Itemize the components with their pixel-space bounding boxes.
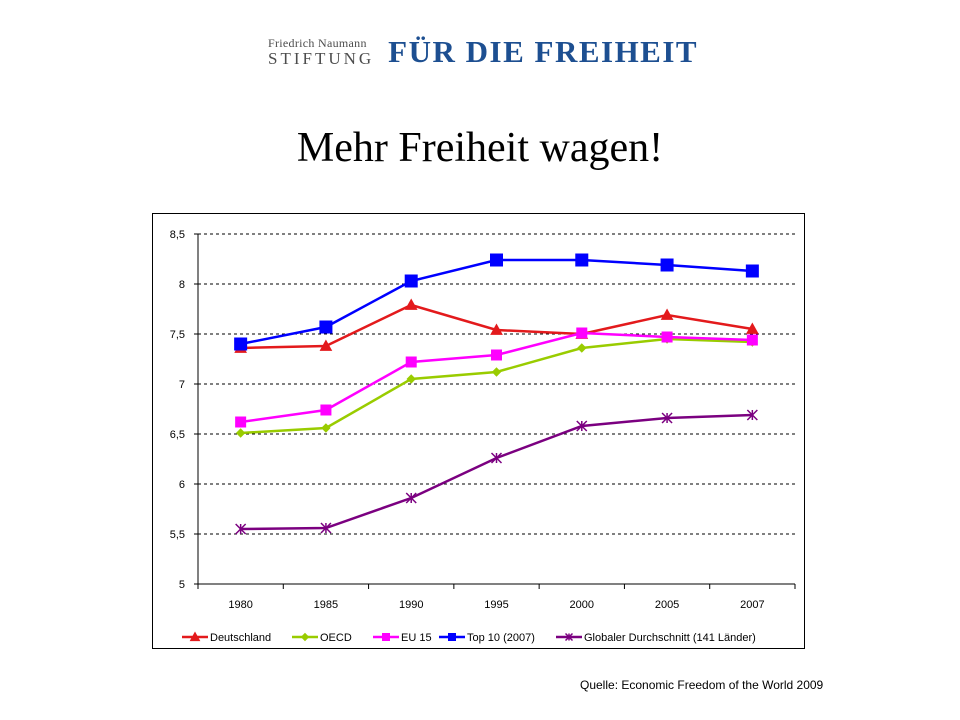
data-point xyxy=(490,323,503,335)
x-tick-label: 1995 xyxy=(484,599,508,611)
y-tick-label: 6 xyxy=(179,479,185,491)
legend-label: Top 10 (2007) xyxy=(467,632,535,644)
legend-label: Globaler Durchschnitt (141 Länder) xyxy=(584,632,756,644)
data-point xyxy=(661,412,673,424)
logo-line2: STIFTUNG xyxy=(268,48,375,68)
data-point xyxy=(491,367,502,377)
data-point xyxy=(320,404,332,416)
data-point xyxy=(321,423,331,433)
x-tick-label: 1980 xyxy=(228,599,252,611)
data-point xyxy=(661,331,673,343)
y-tick-label: 7,5 xyxy=(170,329,185,341)
data-point xyxy=(746,409,758,421)
series-line xyxy=(240,413,753,531)
y-tick-label: 5 xyxy=(179,579,185,591)
data-point xyxy=(235,428,246,438)
data-point xyxy=(575,253,589,267)
logo-org-name: Friedrich Naumann STIFTUNG xyxy=(268,35,375,68)
data-point xyxy=(490,452,503,464)
logo-line1: Friedrich Naumann xyxy=(268,35,367,50)
chart-frame xyxy=(152,213,805,649)
data-point xyxy=(406,374,416,384)
y-tick-label: 7 xyxy=(179,379,185,391)
data-point xyxy=(746,322,759,334)
data-point xyxy=(320,522,332,534)
x-tick-label: 1985 xyxy=(314,599,338,611)
logo: Friedrich Naumann STIFTUNG FÜR DIE FREIH… xyxy=(268,34,698,70)
legend-label: EU 15 xyxy=(401,632,432,644)
legend-label: OECD xyxy=(320,632,352,644)
x-tick-label: 1990 xyxy=(399,599,423,611)
x-tick-label: 2000 xyxy=(570,599,594,611)
x-tick-label: 2007 xyxy=(740,599,764,611)
data-point xyxy=(234,337,248,351)
data-point xyxy=(404,274,418,288)
x-tick-label: 2005 xyxy=(655,599,679,611)
data-point xyxy=(490,253,503,267)
y-tick-label: 6,5 xyxy=(170,429,185,441)
data-point xyxy=(660,258,674,272)
legend-label: Deutschland xyxy=(210,632,271,644)
y-tick-label: 8 xyxy=(179,279,185,291)
line-chart: 5 5,5 6 6,5 7 7,5 8 8,5 1980 1985 1990 1995 2000 2005… xyxy=(170,229,796,644)
data-point xyxy=(448,633,456,641)
slide-title: Mehr Freiheit wagen! xyxy=(296,125,664,171)
y-tick-label: 8,5 xyxy=(170,229,185,241)
source-note: Quelle: Economic Freedom of the World 20… xyxy=(580,678,824,692)
logo-slogan: FÜR DIE FREIHEIT xyxy=(388,34,699,69)
data-point xyxy=(660,308,674,320)
data-point xyxy=(235,523,247,535)
data-point xyxy=(491,349,502,361)
data-point xyxy=(189,631,201,642)
data-point xyxy=(319,320,333,334)
data-point xyxy=(746,334,758,346)
data-point xyxy=(405,492,417,504)
data-point xyxy=(319,339,333,351)
data-point xyxy=(382,633,390,641)
data-point xyxy=(405,356,417,368)
data-point xyxy=(235,416,247,428)
data-point xyxy=(577,343,587,353)
data-point xyxy=(300,632,310,642)
data-point xyxy=(404,298,418,310)
data-point xyxy=(745,264,759,278)
data-point xyxy=(564,632,574,642)
data-point xyxy=(576,327,588,339)
data-point xyxy=(576,420,588,432)
y-tick-label: 5,5 xyxy=(170,529,185,541)
